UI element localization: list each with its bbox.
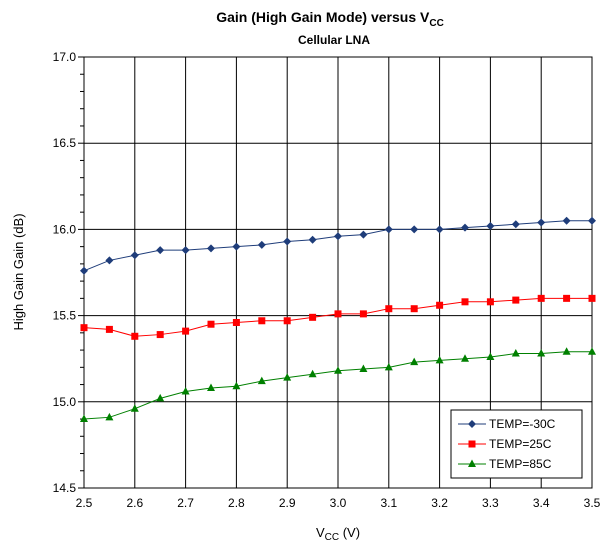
x-tick-label: 2.8 [228, 496, 245, 510]
legend: TEMP=-30C TEMP=25C TEMP=85C [450, 409, 583, 479]
legend-label: TEMP=85C [489, 457, 552, 471]
data-point [232, 381, 241, 390]
data-point [156, 246, 165, 255]
data-point [334, 310, 342, 318]
data-point [232, 318, 240, 326]
series-temp-25c [80, 294, 596, 340]
data-point [359, 230, 368, 239]
legend-label: TEMP=-30C [489, 417, 556, 431]
data-point [461, 223, 469, 232]
x-tick-label: 2.9 [279, 496, 296, 510]
axis-ticks: 2.5 2.6 2.7 2.8 2.9 3.0 3.1 3.2 3.3 3.4 3.5 14.5 15.… [53, 50, 601, 510]
y-tick-label: 16.0 [53, 222, 77, 236]
legend-label: TEMP=25C [489, 437, 552, 451]
data-point [156, 331, 164, 339]
series-temp-85c [80, 347, 596, 423]
series-temp-30c [80, 216, 596, 275]
data-point [283, 317, 291, 325]
data-point [181, 386, 190, 395]
data-point [436, 301, 444, 309]
data-point [486, 298, 494, 306]
x-tick-label: 2.5 [76, 496, 93, 510]
legend-marker [468, 440, 476, 448]
data-point [258, 317, 266, 325]
data-point [588, 294, 596, 302]
data-point [410, 305, 418, 313]
x-tick-label: 3.5 [584, 496, 601, 510]
data-point [486, 221, 495, 230]
series-layer [80, 216, 596, 423]
data-point [562, 216, 571, 225]
data-point [435, 225, 444, 234]
data-point [182, 327, 190, 335]
data-point [283, 373, 292, 381]
data-point [588, 216, 596, 225]
data-point [80, 324, 88, 332]
x-tick-label: 3.3 [482, 496, 499, 510]
y-tick-label: 14.5 [53, 481, 77, 495]
data-point [181, 246, 190, 255]
data-point [257, 376, 266, 385]
data-point [283, 237, 292, 246]
data-point [105, 325, 113, 333]
data-point [385, 305, 393, 313]
legend-marker [468, 459, 476, 467]
data-point [512, 296, 520, 304]
chart-title: Gain (High Gain Mode) versus VCC [216, 9, 444, 29]
data-point [511, 349, 520, 357]
data-point [486, 352, 495, 360]
data-point [105, 412, 114, 421]
data-point [334, 366, 342, 374]
data-point [562, 347, 571, 355]
data-point [537, 349, 546, 357]
data-point [435, 355, 444, 364]
data-point [308, 369, 317, 378]
data-point [80, 266, 88, 275]
data-point [511, 220, 520, 229]
data-point [410, 357, 419, 366]
y-tick-label: 15.0 [53, 395, 77, 409]
data-point [359, 310, 367, 318]
data-point [537, 294, 545, 302]
x-tick-label: 3.1 [380, 496, 397, 510]
data-point [257, 240, 266, 249]
data-point [131, 332, 139, 340]
data-point [232, 242, 241, 251]
y-tick-label: 17.0 [53, 50, 77, 64]
data-point [105, 256, 114, 265]
data-point [537, 218, 546, 227]
data-point [410, 225, 419, 234]
data-point [384, 362, 393, 371]
data-point [461, 354, 469, 362]
x-axis-label: VCC (V) [316, 525, 360, 543]
data-point [334, 232, 342, 241]
data-point [563, 294, 571, 302]
data-point [308, 235, 317, 244]
x-tick-label: 3.0 [330, 496, 347, 510]
chart-subtitle: Cellular LNA [298, 33, 370, 47]
data-point [207, 244, 215, 253]
data-point [588, 347, 596, 355]
data-point [130, 404, 139, 412]
y-axis-label: High Gain Gain (dB) [11, 213, 26, 330]
y-tick-label: 16.5 [53, 136, 77, 150]
data-point [130, 251, 139, 260]
data-point [384, 225, 393, 234]
legend-marker [468, 420, 476, 428]
y-tick-label: 15.5 [53, 309, 77, 323]
x-tick-label: 2.7 [177, 496, 194, 510]
x-tick-label: 3.4 [533, 496, 550, 510]
data-point [156, 393, 165, 402]
x-tick-label: 2.6 [126, 496, 143, 510]
x-tick-label: 3.2 [431, 496, 448, 510]
data-point [359, 364, 368, 373]
data-point [461, 298, 469, 306]
data-point [207, 383, 215, 392]
data-point [207, 320, 215, 328]
data-point [309, 313, 317, 321]
data-point [80, 414, 88, 423]
